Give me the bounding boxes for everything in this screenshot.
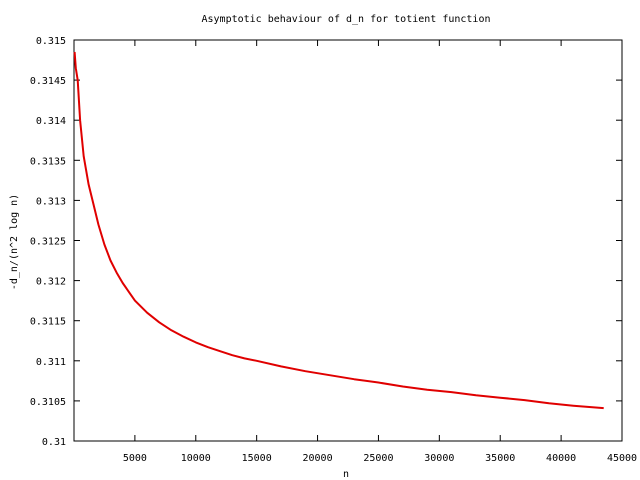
x-tick-label: 20000 — [303, 453, 333, 464]
chart-title: Asymptotic behaviour of d_n for totient … — [202, 14, 491, 25]
x-tick-label: 40000 — [546, 453, 576, 464]
x-tick-label: 45000 — [607, 453, 637, 464]
y-tick-label: 0.3135 — [30, 156, 66, 167]
x-tick-label: 25000 — [363, 453, 393, 464]
x-axis-label: n — [343, 469, 349, 480]
x-tick-label: 35000 — [485, 453, 515, 464]
y-tick-label: 0.313 — [36, 196, 66, 207]
y-tick-label: 0.3115 — [30, 317, 66, 328]
y-tick-label: 0.3125 — [30, 237, 66, 248]
x-tick-label: 10000 — [181, 453, 211, 464]
y-tick-label: 0.314 — [36, 116, 66, 127]
y-tick-label: 0.31 — [42, 437, 66, 448]
plot-border — [73, 39, 623, 442]
plot-area: 0.31 0.3105 0.311 0.3115 0.312 0.3125 0.313 0.3… — [30, 36, 637, 464]
series-line — [73, 51, 604, 410]
x-tick-label: 5000 — [123, 453, 147, 464]
x-tick-label: 15000 — [242, 453, 272, 464]
y-tick-label: 0.3145 — [30, 76, 66, 87]
y-tick-label: 0.315 — [36, 36, 66, 47]
y-tick-label: 0.312 — [36, 277, 66, 288]
y-tick-label: 0.311 — [36, 357, 66, 368]
y-axis-label: -d_n/(n^2 log n) — [9, 194, 20, 290]
x-tick-label: 30000 — [424, 453, 454, 464]
y-tick-label: 0.3105 — [30, 397, 66, 408]
